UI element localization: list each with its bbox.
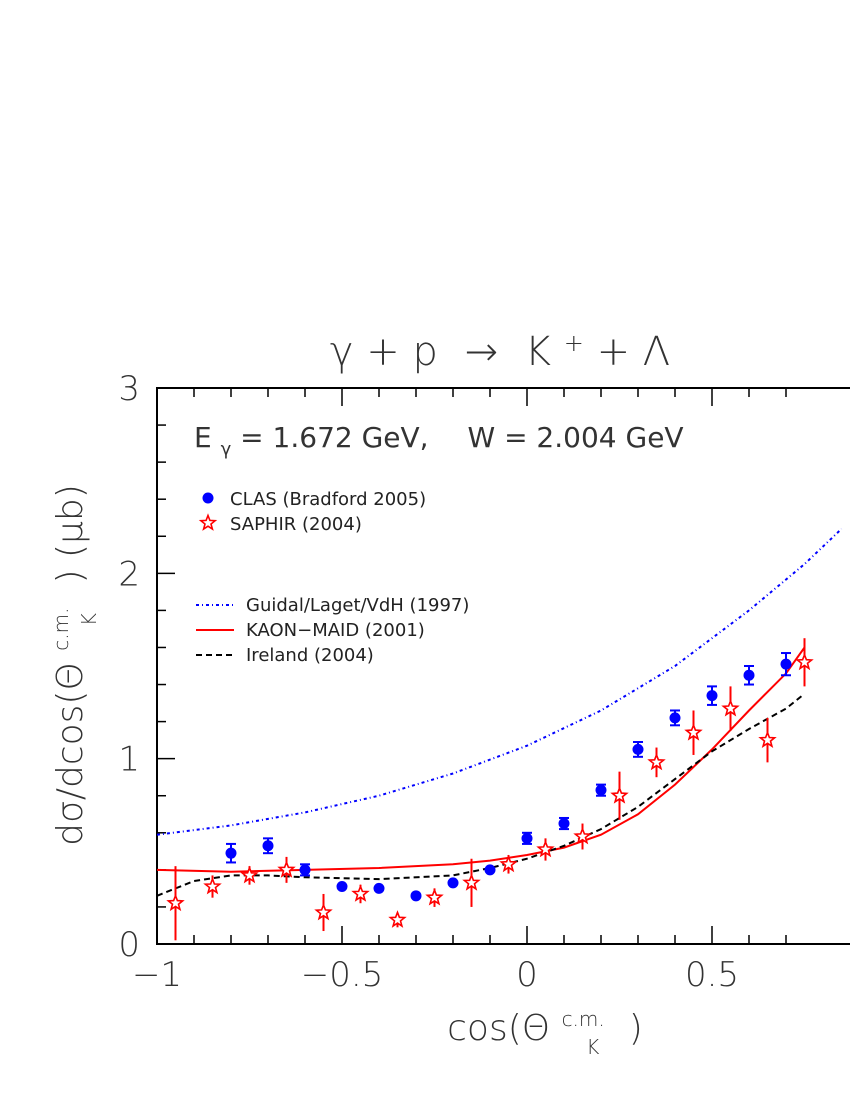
title-reaction-left: γ + p xyxy=(330,329,438,375)
title-reaction-right: + Λ xyxy=(597,329,671,375)
x-tick-label: 0 xyxy=(516,955,538,995)
curve-ireland xyxy=(157,693,806,897)
x-tick-label: −1 xyxy=(132,955,182,995)
y-label-main: dσ/dcos(Θ xyxy=(50,662,91,846)
x-label-main: cos(Θ xyxy=(447,1008,550,1049)
clas-point xyxy=(484,864,496,876)
curve-maid xyxy=(157,646,806,873)
legend-label-ireland: Ireland (2004) xyxy=(246,645,374,666)
saphir-point xyxy=(795,652,814,671)
y-tick-label: 0 xyxy=(118,925,140,965)
clas-point xyxy=(225,847,237,859)
clas-point xyxy=(447,877,459,889)
y-tick-label: 1 xyxy=(118,740,140,780)
saphir-point xyxy=(573,826,592,845)
x-label-sub: K xyxy=(586,1035,599,1059)
chart-title: γ + p → K + + Λ xyxy=(330,315,670,375)
saphir-point xyxy=(166,893,185,912)
saphir-point xyxy=(684,722,703,741)
clas-point xyxy=(410,890,422,902)
plot-frame xyxy=(156,387,850,945)
legend-label-maid: KAON−MAID (2001) xyxy=(246,620,425,641)
saphir-point xyxy=(610,785,629,804)
legend-label-guidal: Guidal/Laget/VdH (1997) xyxy=(246,595,469,616)
axis-ticks: −1 −0.5 0 0.5 0 1 2 3 xyxy=(118,369,787,995)
x-label-tail: ) xyxy=(629,1008,643,1049)
title-kaon-charge: + xyxy=(564,329,584,357)
x-tick-label: −0.5 xyxy=(301,955,384,995)
y-label-sub: K xyxy=(77,613,101,626)
clas-point xyxy=(669,712,681,724)
clas-point xyxy=(521,832,533,844)
energy-e-sub: γ xyxy=(221,439,232,460)
title-arrow: → xyxy=(465,329,499,375)
saphir-point xyxy=(351,884,370,902)
energy-e-value: = 1.672 GeV, xyxy=(240,421,428,454)
saphir-point xyxy=(425,887,444,906)
saphir-point xyxy=(647,752,666,771)
x-label-sup: c.m. xyxy=(562,1007,605,1031)
y-tick-label: 3 xyxy=(118,369,140,409)
x-tick-label: 0.5 xyxy=(685,955,739,995)
saphir-point xyxy=(499,854,518,873)
theory-curves xyxy=(157,528,843,897)
energy-w: W = 2.004 GeV xyxy=(467,421,683,454)
energy-label: E γ = 1.672 GeV, W = 2.004 GeV xyxy=(194,421,684,462)
saphir-point xyxy=(240,865,259,884)
curve-guidal xyxy=(157,528,843,836)
x-axis-label: cos(Θ c.m. K ) xyxy=(447,994,643,1063)
clas-point xyxy=(632,743,644,755)
saphir-point xyxy=(277,860,296,878)
title-kaon: K xyxy=(525,329,551,375)
energy-e: E xyxy=(194,421,212,454)
clas-point xyxy=(706,690,718,702)
clas-point xyxy=(780,658,792,670)
saphir-point xyxy=(203,876,222,895)
clas-point xyxy=(336,881,348,893)
legend: CLAS (Bradford 2005) SAPHIR (2004) Guidal/… xyxy=(196,489,469,666)
legend-label-saphir: SAPHIR (2004) xyxy=(230,514,362,535)
saphir-point xyxy=(758,730,777,749)
y-label-tail: ) (μb) xyxy=(50,484,91,583)
clas-point xyxy=(373,882,385,894)
clas-point xyxy=(262,840,274,852)
saphir-point xyxy=(314,902,333,921)
data-points xyxy=(166,638,814,941)
clas-point xyxy=(595,784,607,796)
y-label-sup: c.m. xyxy=(49,608,73,651)
saphir-point xyxy=(536,839,555,858)
clas-point xyxy=(558,818,570,830)
legend-marker-clas xyxy=(202,492,214,504)
clas-point xyxy=(743,669,755,681)
y-tick-label: 2 xyxy=(118,554,140,594)
saphir-point xyxy=(721,698,740,717)
legend-label-clas: CLAS (Bradford 2005) xyxy=(230,489,426,510)
legend-marker-saphir xyxy=(198,513,218,531)
saphir-point xyxy=(388,910,407,928)
clas-point xyxy=(299,864,311,876)
y-axis-label: dσ/dcos(Θ c.m. K ) (μb) xyxy=(36,484,105,846)
saphir-point xyxy=(462,873,481,891)
